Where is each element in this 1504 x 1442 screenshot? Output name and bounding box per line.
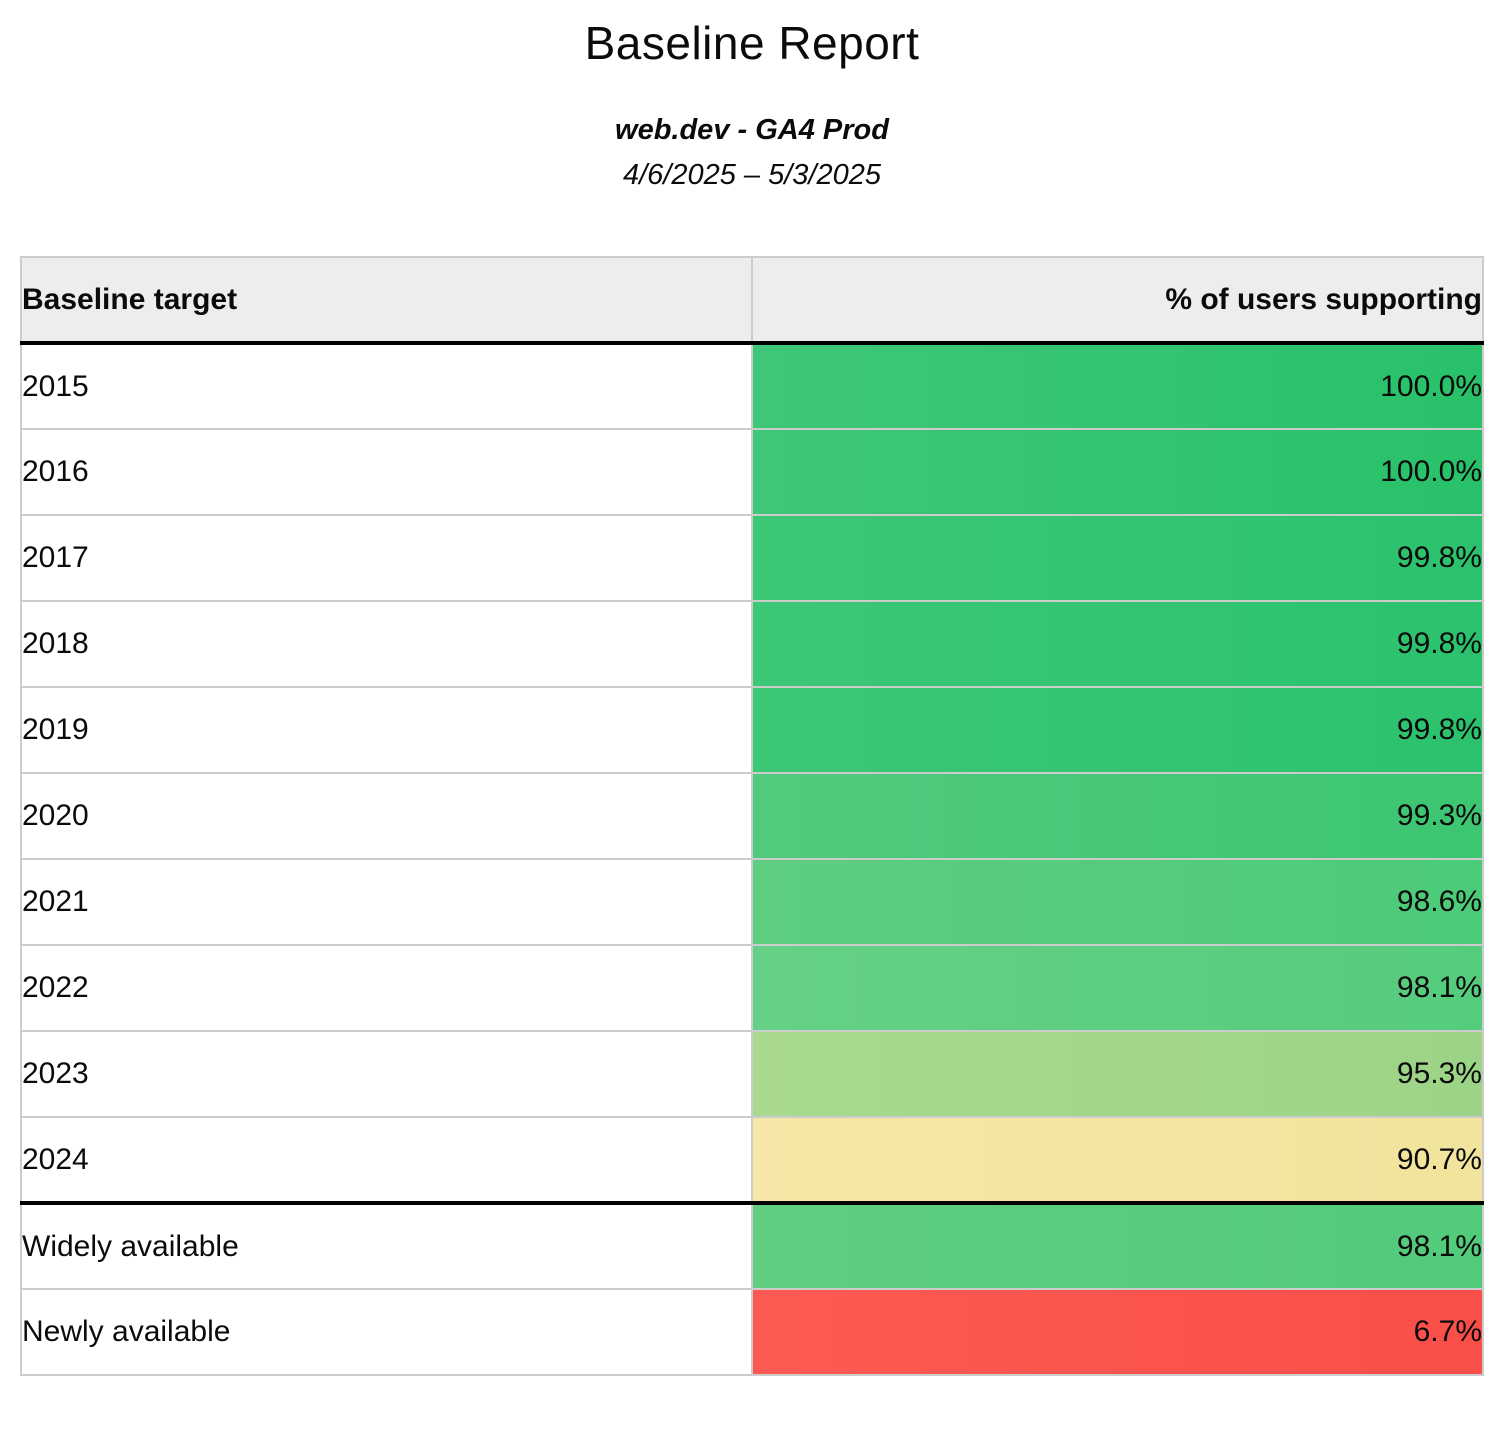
users-supporting-cell: 98.1% [751,944,1484,1032]
users-supporting-cell: 99.8% [751,686,1484,774]
table-row: 2021 98.6% [20,858,1484,946]
baseline-target-cell: Newly available [20,1288,753,1376]
baseline-target-column-header: Baseline target [20,256,753,345]
baseline-target-cell: 2019 [20,686,753,774]
table-row: Widely available 98.1% [20,1201,1484,1290]
baseline-target-cell: 2022 [20,944,753,1032]
report-header: Baseline Report web.dev - GA4 Prod 4/6/2… [0,16,1504,192]
users-supporting-cell: 90.7% [751,1116,1484,1204]
baseline-target-cell: 2015 [20,342,753,430]
users-supporting-cell: 6.7% [751,1288,1484,1376]
users-supporting-cell: 98.1% [751,1201,1484,1290]
baseline-target-cell: 2024 [20,1116,753,1204]
table-row: 2022 98.1% [20,944,1484,1032]
baseline-target-cell: 2020 [20,772,753,860]
table-row: 2017 99.8% [20,514,1484,602]
users-supporting-cell: 100.0% [751,342,1484,430]
table-row: 2018 99.8% [20,600,1484,688]
users-supporting-cell: 99.3% [751,772,1484,860]
page-title: Baseline Report [584,17,920,69]
baseline-target-cell: 2017 [20,514,753,602]
users-supporting-cell: 99.8% [751,514,1484,602]
table-row: 2024 90.7% [20,1116,1484,1204]
table-row: 2020 99.3% [20,772,1484,860]
baseline-target-cell: 2021 [20,858,753,946]
users-supporting-cell: 98.6% [751,858,1484,946]
users-supporting-column-header: % of users supporting [751,256,1484,345]
table-header: Baseline target % of users supporting [20,256,1484,345]
baseline-target-cell: Widely available [20,1201,753,1290]
table-row: 2015 100.0% [20,342,1484,430]
baseline-target-cell: 2016 [20,428,753,516]
table-row: Newly available 6.7% [20,1288,1484,1376]
users-supporting-cell: 99.8% [751,600,1484,688]
users-supporting-cell: 100.0% [751,428,1484,516]
table-body: 2015 100.0% 2016 100.0% 2017 99.8% 2018 … [20,342,1484,1376]
users-supporting-cell: 95.3% [751,1030,1484,1118]
baseline-report-table: Baseline target % of users supporting 20… [20,256,1484,1376]
report-date-range: 4/6/2025 – 5/3/2025 [622,159,881,191]
table-row: 2016 100.0% [20,428,1484,516]
table-row: 2019 99.8% [20,686,1484,774]
report-property-name: web.dev - GA4 Prod [615,114,889,146]
table-header-row: Baseline target % of users supporting [20,256,1484,345]
baseline-target-cell: 2018 [20,600,753,688]
baseline-target-cell: 2023 [20,1030,753,1118]
table-row: 2023 95.3% [20,1030,1484,1118]
